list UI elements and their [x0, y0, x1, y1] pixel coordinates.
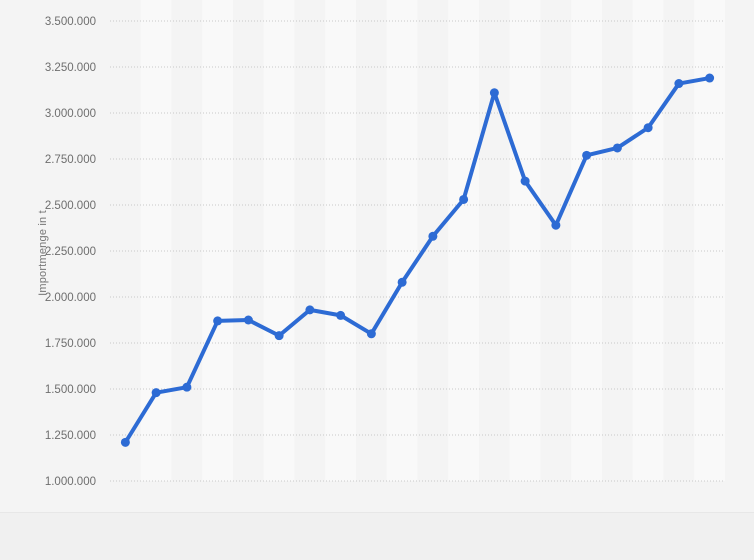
- data-point-marker[interactable]: [120, 437, 130, 447]
- y-axis-tick-label: 2.250.000: [45, 246, 96, 258]
- data-point-marker[interactable]: [612, 143, 622, 153]
- data-line: [123, 76, 712, 445]
- y-axis-title: Importmenge in t: [37, 210, 49, 296]
- data-point-marker[interactable]: [643, 123, 653, 133]
- plot-column-stripe: [263, 0, 295, 481]
- data-point-marker[interactable]: [428, 231, 438, 241]
- y-axis-tick-label: 1.250.000: [45, 430, 96, 442]
- data-point-marker[interactable]: [336, 310, 346, 320]
- plot-column-stripe: [694, 0, 725, 481]
- data-point-marker[interactable]: [489, 88, 499, 98]
- chart-footer-band: [0, 512, 754, 560]
- y-axis-tick-label: 2.000.000: [45, 292, 96, 304]
- data-point-marker[interactable]: [705, 73, 715, 83]
- y-axis-tick-label: 2.750.000: [45, 154, 96, 166]
- plot-column-stripe: [448, 0, 479, 481]
- y-axis-tick-label: 1.000.000: [45, 476, 96, 488]
- data-point-marker[interactable]: [213, 316, 223, 326]
- data-point-marker[interactable]: [551, 220, 561, 230]
- data-point-marker[interactable]: [459, 194, 469, 204]
- data-point-marker[interactable]: [243, 315, 253, 325]
- line-chart-svg: 3.500.000 3.250.000 3.000.000 2.750.000 2.50…: [44, 0, 725, 488]
- y-axis-tick-label: 3.500.000: [45, 16, 96, 28]
- plot-column-stripe: [386, 0, 418, 481]
- y-axis-tick-label: 3.000.000: [45, 108, 96, 120]
- y-axis-tick-label: 1.500.000: [45, 384, 96, 396]
- plot-column-stripe: [571, 0, 602, 481]
- plot-column-stripe: [325, 0, 356, 481]
- data-point-marker[interactable]: [274, 331, 284, 341]
- data-point-marker[interactable]: [674, 79, 684, 89]
- data-point-marker[interactable]: [366, 329, 376, 339]
- data-point-marker[interactable]: [520, 176, 530, 186]
- data-point-marker[interactable]: [305, 305, 315, 315]
- y-axis-tick-label: 2.500.000: [45, 200, 96, 212]
- plot-column-stripe: [140, 0, 172, 481]
- data-point-marker[interactable]: [397, 277, 407, 287]
- data-point-marker[interactable]: [582, 150, 592, 160]
- data-point-marker[interactable]: [182, 382, 192, 392]
- y-axis-tick-label: 1.750.000: [45, 338, 96, 350]
- y-axis-tick-label: 3.250.000: [45, 62, 96, 74]
- plot-column-stripe: [202, 0, 233, 481]
- plot-column-stripe: [632, 0, 664, 481]
- data-point-marker[interactable]: [151, 388, 161, 398]
- chart-plot-region: 3.500.000 3.250.000 3.000.000 2.750.000 2.50…: [37, 0, 725, 488]
- plot-column-stripe: [509, 0, 541, 481]
